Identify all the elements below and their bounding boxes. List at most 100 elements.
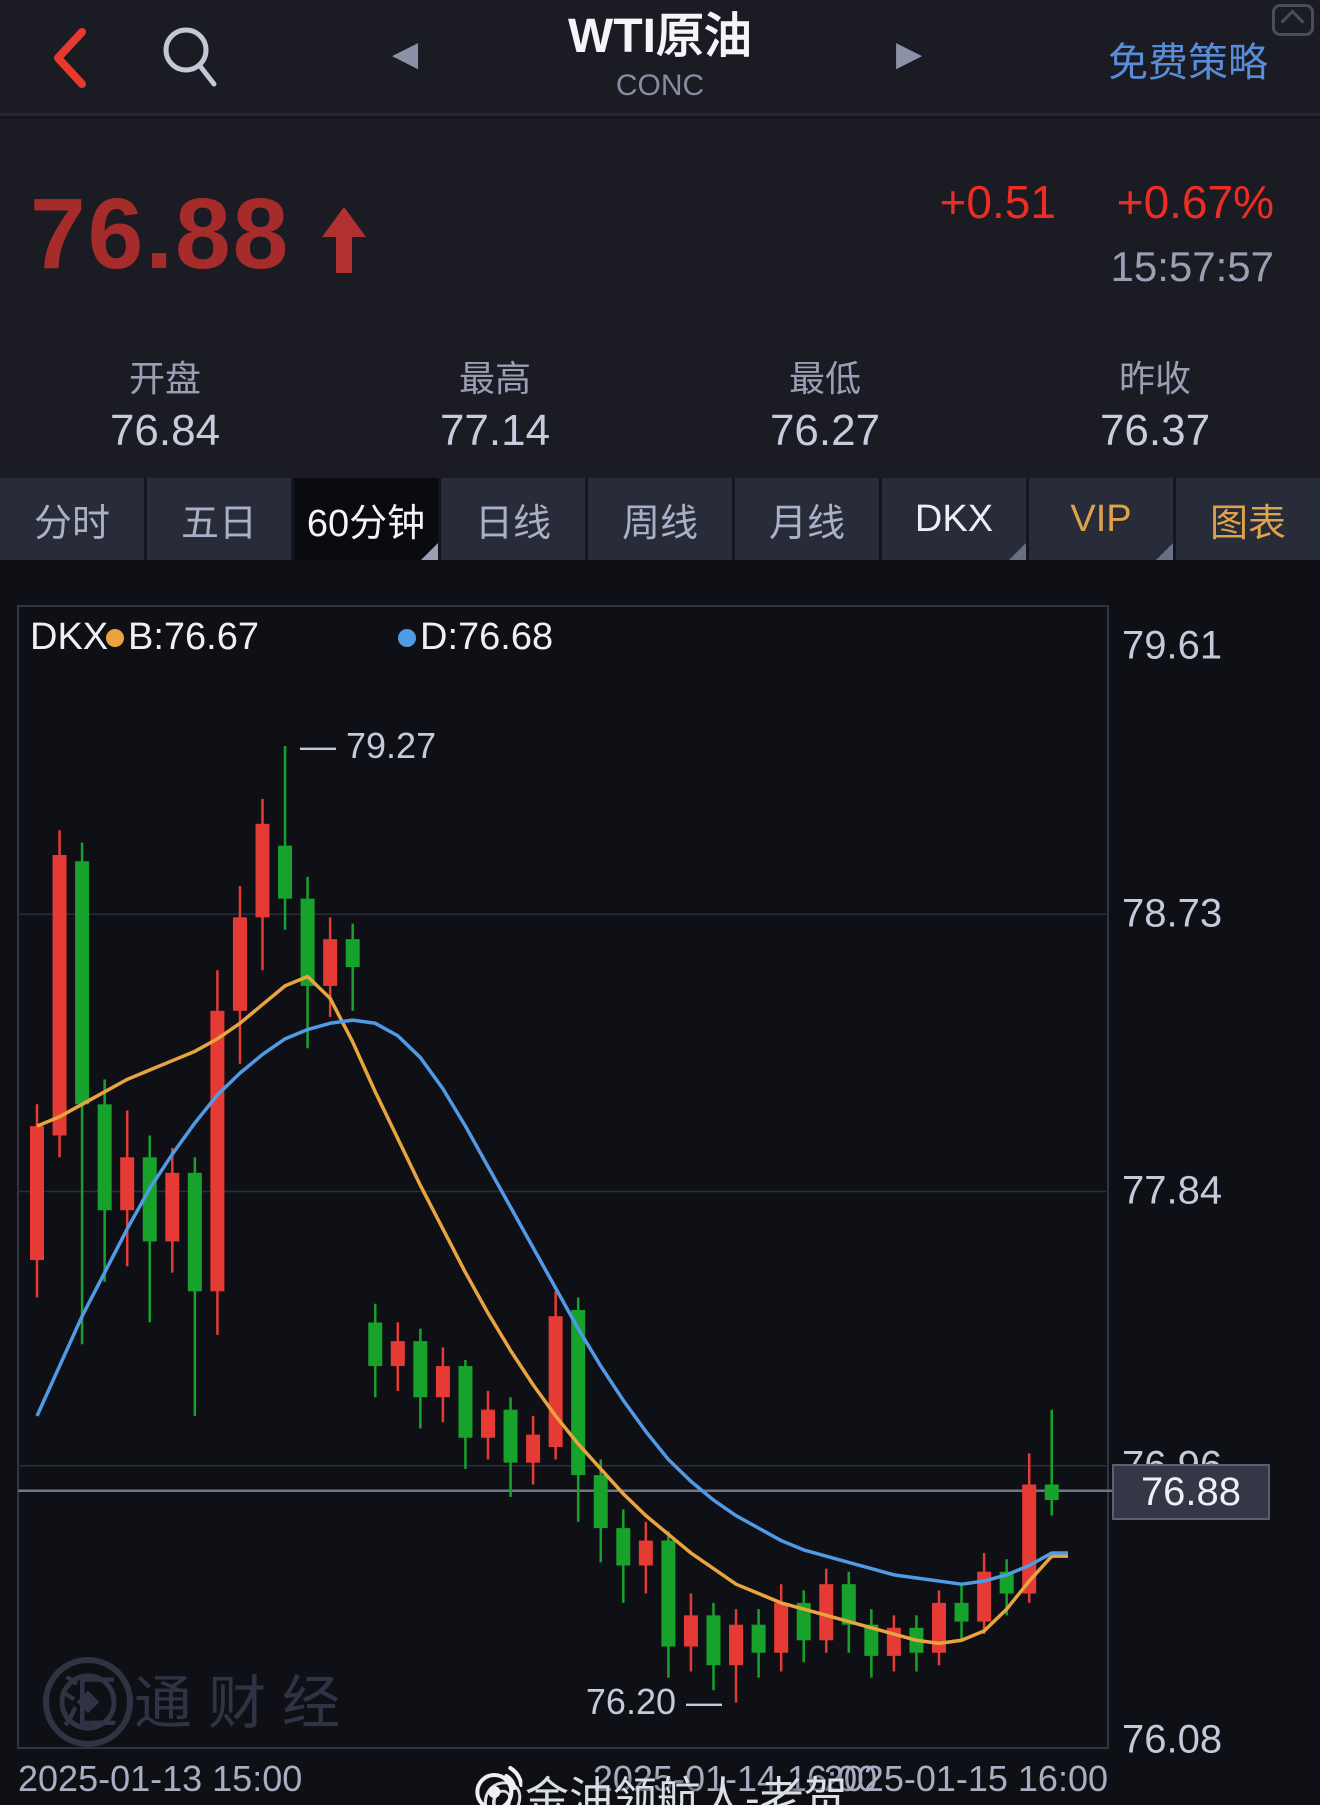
change-row: +0.51 +0.67% bbox=[892, 175, 1274, 229]
b-dot-icon bbox=[106, 629, 124, 647]
indicator-name: DKX bbox=[30, 616, 109, 658]
stat-prev-close: 昨收 76.37 bbox=[990, 342, 1320, 478]
tab-label: VIP bbox=[1070, 497, 1132, 540]
candlestick-chart[interactable]: DKX B:76.67 D:76.68 79.61 78.73 77.84 76… bbox=[0, 560, 1320, 1805]
candle-body bbox=[571, 1309, 586, 1476]
period-tabs: 分时 五日 60分钟 日线 周线 月线 DKX VIP 图表 bbox=[0, 478, 1320, 560]
candle-body bbox=[977, 1571, 992, 1622]
tab-label: DKX bbox=[914, 497, 994, 540]
y-tick: 77.84 bbox=[1122, 1168, 1223, 1213]
candle-body bbox=[954, 1602, 969, 1622]
stat-value: 77.14 bbox=[439, 406, 551, 455]
page-title: WTI原油 bbox=[568, 10, 752, 63]
d-dot-icon bbox=[398, 629, 416, 647]
chart-canvas[interactable] bbox=[0, 560, 1320, 1805]
candle-body bbox=[932, 1602, 946, 1653]
back-icon[interactable] bbox=[48, 26, 92, 90]
stat-value: 76.84 bbox=[109, 406, 221, 455]
candle-body bbox=[30, 1126, 44, 1261]
candle-body bbox=[75, 861, 90, 1105]
stat-high: 最高 77.14 bbox=[330, 342, 660, 478]
candle-body bbox=[255, 823, 270, 918]
candle-body bbox=[503, 1409, 518, 1463]
candle-body bbox=[97, 1104, 112, 1211]
x-label-middle: 2025-01-14 16:00 bbox=[592, 1758, 878, 1799]
huitong-logo-icon bbox=[43, 1657, 133, 1747]
candle-body bbox=[323, 939, 338, 986]
candle-body bbox=[774, 1602, 789, 1653]
candle-body bbox=[683, 1615, 698, 1647]
stat-value: 76.37 bbox=[1099, 406, 1211, 455]
free-strategy-link[interactable]: 免费策略 bbox=[1108, 41, 1268, 85]
corner-fold-icon bbox=[1009, 543, 1026, 560]
change-percent: +0.67% bbox=[1116, 176, 1274, 228]
stat-label: 最高 bbox=[458, 358, 531, 399]
candle-body bbox=[593, 1475, 608, 1529]
candle-body bbox=[661, 1540, 676, 1647]
candle-body bbox=[120, 1157, 135, 1211]
candle-body bbox=[390, 1341, 405, 1367]
indicator-d: D:76.68 bbox=[398, 616, 553, 659]
candle-body bbox=[300, 898, 315, 986]
low-annotation: 76.20 — bbox=[585, 1681, 722, 1722]
weibo-watermark: @金油领航人-老贺 bbox=[472, 1762, 848, 1805]
tab-dkx[interactable]: DKX bbox=[882, 478, 1026, 560]
candle-body bbox=[278, 845, 293, 899]
collapse-icon[interactable] bbox=[1272, 4, 1314, 36]
search-icon[interactable] bbox=[158, 22, 222, 90]
dkx-d-line bbox=[35, 1018, 1068, 1586]
candle-body bbox=[413, 1341, 428, 1398]
weibo-icon bbox=[475, 1766, 523, 1805]
quote-section: 76.88 +0.51 +0.67% 15:57:57 bbox=[0, 119, 1320, 342]
tab-fenshi[interactable]: 分时 bbox=[0, 478, 144, 560]
tab-60min[interactable]: 60分钟 bbox=[294, 478, 438, 560]
corner-fold-icon bbox=[1156, 543, 1173, 560]
stats-row: 开盘 76.84 最高 77.14 最低 76.27 昨收 76.37 bbox=[0, 342, 1320, 478]
up-arrow-icon bbox=[322, 207, 366, 273]
y-tick: 79.61 bbox=[1122, 623, 1223, 668]
candle-body bbox=[52, 855, 67, 1136]
stat-open: 开盘 76.84 bbox=[0, 342, 330, 478]
huitong-watermark: 汇通财经 bbox=[42, 1656, 356, 1747]
stat-low: 最低 76.27 bbox=[660, 342, 990, 478]
tab-zhouxian[interactable]: 周线 bbox=[588, 478, 732, 560]
stat-label: 最低 bbox=[788, 358, 861, 399]
tab-vip[interactable]: VIP bbox=[1029, 478, 1173, 560]
header: ◀ WTI原油 CONC ▶ 免费策略 bbox=[0, 0, 1320, 116]
candle-body bbox=[526, 1434, 541, 1463]
title-block: WTI原油 CONC bbox=[460, 8, 860, 106]
candle-body bbox=[819, 1584, 834, 1641]
candle-body bbox=[368, 1322, 383, 1367]
change-value: +0.51 bbox=[939, 176, 1056, 228]
indicator-b: B:76.67 bbox=[106, 616, 259, 659]
candle-body bbox=[638, 1540, 653, 1566]
candle-body bbox=[751, 1624, 766, 1653]
last-price: 76.88 bbox=[30, 178, 291, 290]
tab-wuri[interactable]: 五日 bbox=[147, 478, 291, 560]
high-annotation: — 79.27 bbox=[300, 725, 437, 766]
candle-body bbox=[187, 1172, 202, 1292]
tab-label: 60分钟 bbox=[306, 502, 426, 545]
tab-rixian[interactable]: 日线 bbox=[441, 478, 585, 560]
candle-body bbox=[841, 1584, 856, 1625]
candle-body bbox=[1044, 1484, 1059, 1501]
y-tick: 76.08 bbox=[1122, 1717, 1223, 1762]
weibo-text: @金油领航人-老贺 bbox=[480, 1774, 848, 1805]
tab-yuexian[interactable]: 月线 bbox=[735, 478, 879, 560]
stat-label: 开盘 bbox=[128, 358, 201, 399]
tab-tubiao[interactable]: 图表 bbox=[1176, 478, 1320, 560]
corner-fold-icon bbox=[421, 543, 438, 560]
candle-body bbox=[481, 1409, 495, 1438]
next-symbol-icon[interactable]: ▶ bbox=[896, 35, 923, 73]
b-value: B:76.67 bbox=[128, 616, 259, 658]
current-price-badge: 76.88 bbox=[1112, 1464, 1270, 1520]
stat-label: 昨收 bbox=[1118, 358, 1191, 399]
candle-body bbox=[210, 1010, 225, 1292]
x-label-left: 2025-01-13 15:00 bbox=[18, 1758, 303, 1799]
symbol-code: CONC bbox=[615, 69, 705, 102]
prev-symbol-icon[interactable]: ◀ bbox=[392, 35, 419, 73]
d-value: D:76.68 bbox=[420, 616, 554, 658]
candle-body bbox=[796, 1602, 811, 1641]
candle-body bbox=[616, 1528, 631, 1566]
